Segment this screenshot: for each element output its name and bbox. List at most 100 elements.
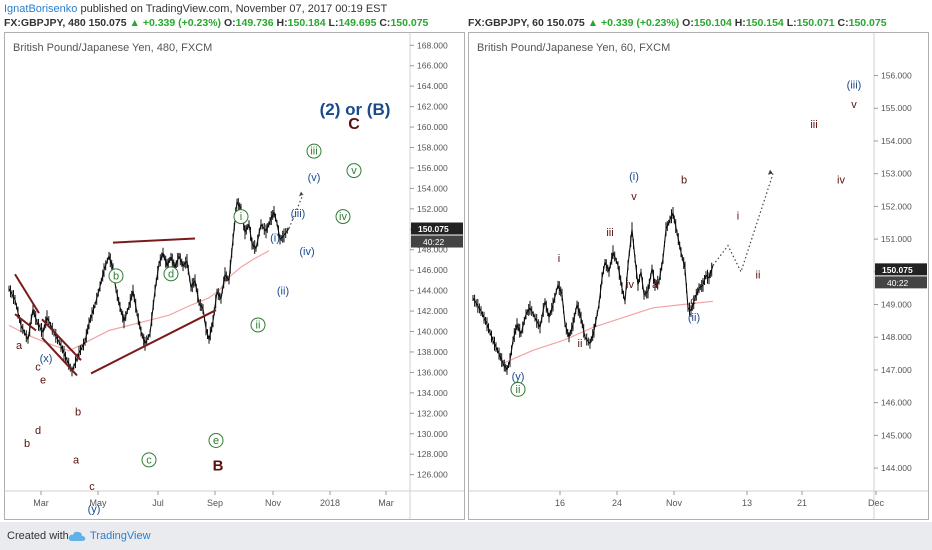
y-tick-label: 160.000 (417, 122, 448, 132)
wave-label: (y) (512, 371, 525, 383)
wave-label: (2) or (B) (320, 100, 391, 119)
price-badge-label: 150.075 (418, 224, 449, 234)
wave-label: iii (606, 227, 613, 239)
wave-label: e (213, 435, 219, 447)
wave-label: d (35, 425, 41, 437)
published-text: published on TradingView.com, November 0… (80, 3, 388, 15)
trendline[interactable] (112, 237, 196, 244)
x-tick-label: Nov (666, 498, 683, 508)
wave-label: iii (310, 146, 317, 158)
chart-480[interactable]: British Pound/Japanese Yen, 480, FXCM 168… (5, 33, 464, 539)
x-tick-label: Nov (265, 498, 282, 508)
wave-label: C (348, 116, 360, 133)
y-tick-label: 149.000 (881, 300, 912, 310)
y-tick-label: 151.000 (881, 234, 912, 244)
wave-label: b (75, 406, 81, 418)
wave-label: (iii) (847, 80, 862, 92)
last-price: 150.075 (88, 17, 127, 29)
moving-average-line (502, 300, 714, 364)
open-label: O: (682, 17, 694, 29)
y-tick-label: 126.000 (417, 470, 448, 480)
author-link[interactable]: IgnatBorisenko (4, 3, 78, 15)
chart-title: British Pound/Japanese Yen, 60, FXCM (477, 42, 670, 54)
high-label: H: (734, 17, 746, 29)
x-tick-label: 2018 (320, 498, 340, 508)
price-badge (875, 263, 927, 276)
wave-label: (iv) (299, 246, 314, 258)
wave-label: i (737, 210, 739, 222)
wave-label: (i) (629, 171, 639, 183)
trendline[interactable] (41, 318, 82, 361)
arrowhead (299, 191, 303, 197)
trendline[interactable] (14, 313, 37, 332)
wave-label: (ii) (277, 286, 289, 298)
y-tick-label: 162.000 (417, 102, 448, 112)
y-tick-label: 136.000 (417, 367, 448, 377)
wave-label-circle (510, 381, 526, 397)
moving-average-line (8, 250, 270, 352)
high-label: H: (276, 17, 288, 29)
chart-panel-480[interactable]: British Pound/Japanese Yen, 480, FXCM 168… (4, 32, 465, 539)
wave-label-circle (306, 143, 322, 159)
y-tick-label: 152.000 (417, 204, 448, 214)
price-series-line (472, 211, 714, 372)
chart-panel-60[interactable]: British Pound/Japanese Yen, 60, FXCM 156.… (468, 32, 929, 520)
time-badge-label: 40:22 (887, 278, 909, 288)
y-tick-label: 152.000 (881, 201, 912, 211)
y-tick-label: 156.000 (417, 163, 448, 173)
wave-label: i (240, 211, 242, 223)
wave-label-circle (141, 452, 157, 468)
wave-label: ii (256, 319, 261, 331)
tradingview-brand-link[interactable]: TradingView (90, 530, 151, 542)
wave-label-circle (346, 163, 362, 179)
price-badge (411, 222, 463, 235)
trendline[interactable] (90, 309, 217, 375)
trendline[interactable] (41, 336, 78, 377)
y-tick-label: 155.000 (881, 103, 912, 113)
x-tick-label: 21 (797, 498, 807, 508)
low-value: 149.695 (338, 17, 377, 29)
y-tick-label: 148.000 (417, 245, 448, 255)
low-value: 150.071 (796, 17, 835, 29)
y-tick-label: 154.000 (417, 183, 448, 193)
x-tick-label: 16 (555, 498, 565, 508)
projection-arrow[interactable] (712, 173, 774, 274)
y-tick-label: 144.000 (881, 463, 912, 473)
wave-label: a (652, 279, 659, 291)
open-label: O: (223, 17, 236, 29)
wave-label: i (558, 253, 560, 265)
x-tick-label: Mar (378, 498, 394, 508)
wave-label: ii (516, 384, 521, 396)
y-tick-label: 153.000 (881, 169, 912, 179)
y-tick-label: 128.000 (417, 449, 448, 459)
ohlc-bar-left: FX:GBPJPY, 480 150.075 ▲ +0.339 (+0.23%)… (4, 17, 428, 29)
wave-label: B (213, 458, 224, 475)
low-label: L: (786, 17, 797, 29)
trendline[interactable] (14, 273, 40, 314)
y-tick-label: 158.000 (417, 143, 448, 153)
publish-header: IgnatBorisenko published on TradingView.… (4, 3, 387, 15)
wave-label: c (89, 481, 95, 493)
y-tick-label: 164.000 (417, 81, 448, 91)
low-label: L: (328, 17, 339, 29)
created-with-label: Created with (7, 530, 69, 542)
wave-label-circle (108, 268, 124, 284)
y-tick-label: 148.000 (881, 332, 912, 342)
high-value: 150.154 (745, 17, 784, 29)
y-tick-label: 147.000 (881, 365, 912, 375)
wave-label: (ii) (688, 312, 700, 324)
wave-label: iv (837, 174, 845, 186)
x-tick-label: Dec (868, 498, 885, 508)
wave-label: iv (339, 211, 347, 223)
wave-label: b (24, 438, 30, 450)
close-label: C: (379, 17, 391, 29)
wave-label: (i) (270, 233, 280, 245)
wave-label: iv (626, 279, 634, 291)
y-tick-label: 168.000 (417, 40, 448, 50)
wave-label: (y) (88, 503, 101, 515)
x-tick-label: May (89, 498, 107, 508)
open-value: 149.736 (235, 17, 274, 29)
chart-60[interactable]: British Pound/Japanese Yen, 60, FXCM 156.… (469, 33, 928, 519)
wave-label-circle (163, 266, 179, 282)
arrowhead (768, 169, 773, 175)
